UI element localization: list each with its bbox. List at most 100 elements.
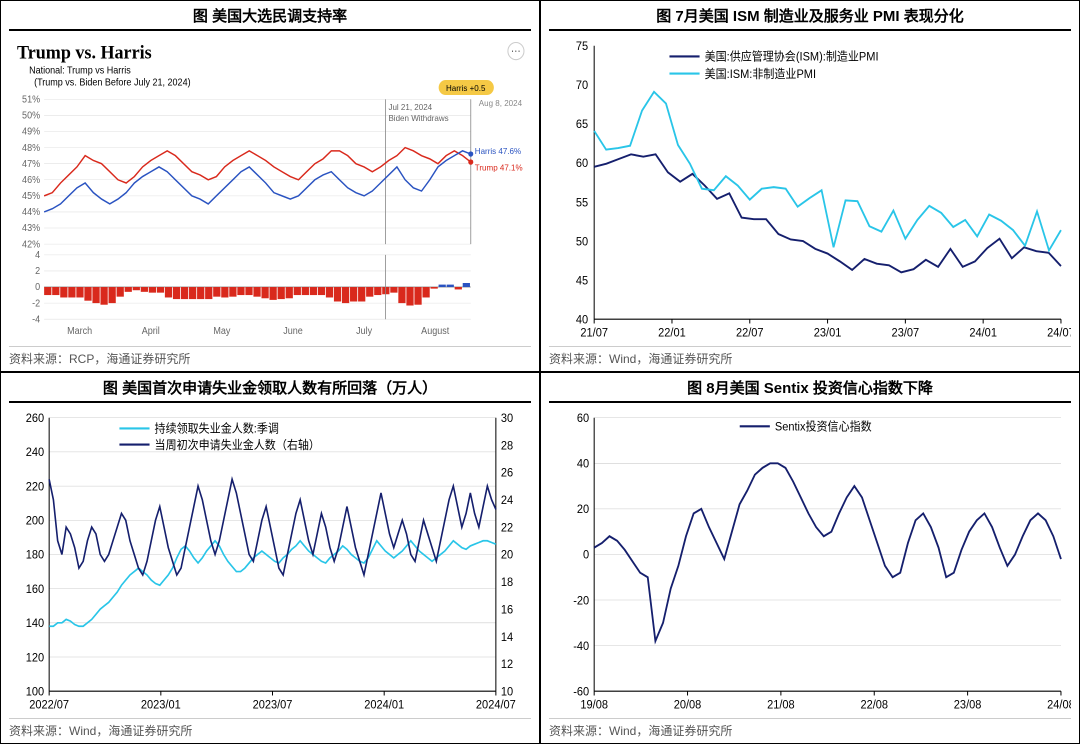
svg-text:22: 22	[501, 522, 513, 534]
svg-text:2: 2	[35, 266, 40, 276]
svg-text:65: 65	[576, 119, 588, 131]
svg-text:0: 0	[583, 549, 589, 561]
svg-text:美国:供应管理协会(ISM):制造业PMI: 美国:供应管理协会(ISM):制造业PMI	[705, 49, 879, 63]
svg-text:24/08: 24/08	[1047, 699, 1071, 711]
poll-sub2: (Trump vs. Biden Before July 21, 2024)	[34, 77, 191, 87]
panel-jobless-title: 图 美国首次申请失业金领取人数有所回落（万人）	[9, 377, 531, 403]
svg-text:60: 60	[577, 413, 589, 425]
svg-text:Sentix投资信心指数: Sentix投资信心指数	[775, 419, 872, 433]
svg-text:12: 12	[501, 659, 513, 671]
svg-text:August: August	[421, 326, 449, 336]
svg-text:20: 20	[577, 504, 589, 516]
sentix-chart: -60 -40 -20 0 20 40 60 19/08 20/08 21/08 22/08 23/0…	[549, 407, 1071, 718]
poll-sub1: National: Trump vs Harris	[29, 65, 131, 75]
svg-text:26: 26	[501, 467, 513, 479]
svg-text:March: March	[67, 326, 92, 336]
svg-text:55: 55	[576, 197, 588, 209]
poll-chart: Trump vs. Harris ⋯ National: Trump vs Ha…	[9, 35, 531, 346]
svg-text:10: 10	[501, 686, 513, 698]
svg-text:51%: 51%	[22, 94, 40, 104]
svg-text:120: 120	[26, 652, 44, 664]
svg-text:24/07: 24/07	[1047, 327, 1071, 339]
jobless-chart: 1001201401601802002202402601012141618202…	[9, 407, 531, 718]
svg-text:2023/07: 2023/07	[253, 699, 293, 711]
jobless-source: 资料来源：Wind，海通证券研究所	[9, 718, 531, 739]
svg-text:48%: 48%	[22, 143, 40, 153]
svg-text:2023/01: 2023/01	[141, 699, 181, 711]
svg-text:20/08: 20/08	[674, 699, 702, 711]
svg-text:Harris +0.5: Harris +0.5	[446, 83, 486, 93]
svg-text:-20: -20	[573, 595, 589, 607]
svg-text:Trump 47.1%: Trump 47.1%	[475, 162, 523, 172]
svg-text:44%: 44%	[22, 207, 40, 217]
svg-text:2024/07: 2024/07	[476, 699, 516, 711]
panel-poll-title: 图 美国大选民调支持率	[9, 5, 531, 31]
svg-text:-60: -60	[573, 686, 589, 698]
panel-pmi: 图 7月美国 ISM 制造业及服务业 PMI 表现分化 40 45 50 55 60 65…	[540, 0, 1080, 372]
svg-text:⋯: ⋯	[511, 46, 521, 57]
svg-text:49%: 49%	[22, 126, 40, 136]
svg-text:50%: 50%	[22, 110, 40, 120]
svg-text:14: 14	[501, 631, 514, 643]
svg-text:April: April	[142, 326, 160, 336]
panel-sentix: 图 8月美国 Sentix 投资信心指数下降 -60-40-2002040601…	[540, 372, 1080, 744]
svg-text:100: 100	[26, 686, 44, 698]
svg-text:40: 40	[576, 314, 588, 326]
svg-text:-4: -4	[32, 314, 40, 324]
svg-text:23/07: 23/07	[892, 327, 920, 339]
svg-text:45: 45	[576, 275, 588, 287]
svg-text:22/01: 22/01	[658, 327, 686, 339]
svg-text:19/08: 19/08	[580, 699, 608, 711]
svg-text:July: July	[356, 326, 372, 336]
svg-text:42%: 42%	[22, 239, 40, 249]
svg-text:21/08: 21/08	[767, 699, 795, 711]
panel-pmi-title: 图 7月美国 ISM 制造业及服务业 PMI 表现分化	[549, 5, 1071, 31]
svg-text:240: 240	[26, 447, 44, 459]
svg-text:60: 60	[576, 158, 588, 170]
svg-text:200: 200	[26, 515, 44, 527]
svg-text:Jul 21, 2024: Jul 21, 2024	[388, 102, 432, 112]
svg-text:43%: 43%	[22, 223, 40, 233]
svg-text:2024/01: 2024/01	[364, 699, 404, 711]
sentix-source: 资料来源：Wind，海通证券研究所	[549, 718, 1071, 739]
svg-text:21/07: 21/07	[580, 327, 608, 339]
panel-poll: 图 美国大选民调支持率 Trump vs. Harris ⋯ National:…	[0, 0, 540, 372]
svg-text:May: May	[213, 326, 230, 336]
svg-text:22/08: 22/08	[860, 699, 888, 711]
poll-header: Trump vs. Harris	[17, 42, 152, 64]
svg-text:Harris 47.6%: Harris 47.6%	[475, 146, 522, 156]
svg-text:-2: -2	[32, 298, 40, 308]
svg-text:260: 260	[26, 413, 44, 425]
pmi-source: 资料来源：Wind，海通证券研究所	[549, 346, 1071, 367]
svg-text:160: 160	[26, 584, 44, 596]
svg-text:23/01: 23/01	[814, 327, 842, 339]
svg-text:220: 220	[26, 481, 44, 493]
svg-text:20: 20	[501, 549, 513, 561]
svg-text:140: 140	[26, 618, 44, 630]
svg-text:30: 30	[501, 413, 513, 425]
svg-text:持续领取失业金人数:季调: 持续领取失业金人数:季调	[155, 421, 279, 435]
svg-text:0: 0	[35, 282, 40, 292]
svg-text:当周初次申请失业金人数（右轴）: 当周初次申请失业金人数（右轴）	[155, 437, 320, 451]
svg-text:40: 40	[577, 458, 589, 470]
svg-text:75: 75	[576, 41, 588, 53]
svg-text:-40: -40	[573, 641, 589, 653]
svg-text:22/07: 22/07	[736, 327, 764, 339]
svg-text:24: 24	[501, 495, 514, 507]
svg-text:28: 28	[501, 440, 513, 452]
panel-jobless: 图 美国首次申请失业金领取人数有所回落（万人） 100 120 140 160 180 2…	[0, 372, 540, 744]
svg-text:180: 180	[26, 549, 44, 561]
svg-text:50: 50	[576, 236, 588, 248]
svg-text:Aug 8, 2024: Aug 8, 2024	[479, 98, 523, 108]
svg-text:46%: 46%	[22, 175, 40, 185]
svg-text:2022/07: 2022/07	[29, 699, 69, 711]
svg-text:June: June	[283, 326, 303, 336]
poll-source: 资料来源：RCP，海通证券研究所	[9, 346, 531, 367]
svg-text:24/01: 24/01	[969, 327, 997, 339]
svg-text:23/08: 23/08	[954, 699, 982, 711]
svg-text:47%: 47%	[22, 159, 40, 169]
svg-text:45%: 45%	[22, 191, 40, 201]
pmi-chart: 404550556065707521/0722/0122/0723/0123/0…	[549, 35, 1071, 346]
svg-text:Biden Withdraws: Biden Withdraws	[388, 113, 448, 123]
svg-text:18: 18	[501, 577, 513, 589]
